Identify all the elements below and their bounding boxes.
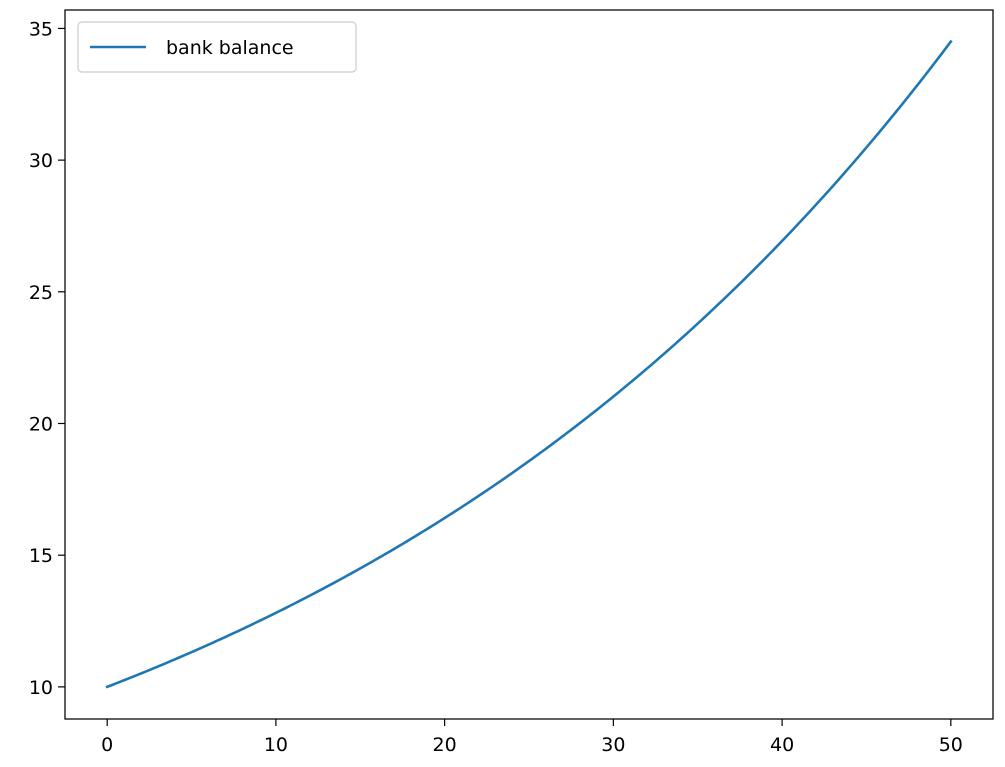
y-tick-label: 25 — [29, 282, 53, 304]
x-tick-label: 50 — [939, 734, 963, 756]
x-tick-label: 30 — [601, 734, 625, 756]
legend-label-bank-balance: bank balance — [166, 37, 294, 59]
y-tick-label: 10 — [29, 677, 53, 699]
plot-area-frame — [64, 9, 994, 720]
x-tick-label: 20 — [433, 734, 457, 756]
x-tick-label: 0 — [101, 734, 113, 756]
axis-ticks-layer: 0 10 20 30 40 50 10 15 20 25 30 35 — [29, 18, 963, 756]
series-layer — [105, 39, 953, 689]
x-tick-label: 40 — [770, 734, 794, 756]
legend: bank balance — [77, 21, 357, 73]
y-tick-label: 35 — [29, 18, 53, 40]
y-tick-label: 15 — [29, 545, 53, 567]
x-tick-label: 10 — [264, 734, 288, 756]
y-tick-label: 20 — [29, 413, 53, 435]
series-line-bank-balance — [105, 39, 953, 689]
legend-box — [77, 21, 357, 73]
y-tick-label: 30 — [29, 150, 53, 172]
